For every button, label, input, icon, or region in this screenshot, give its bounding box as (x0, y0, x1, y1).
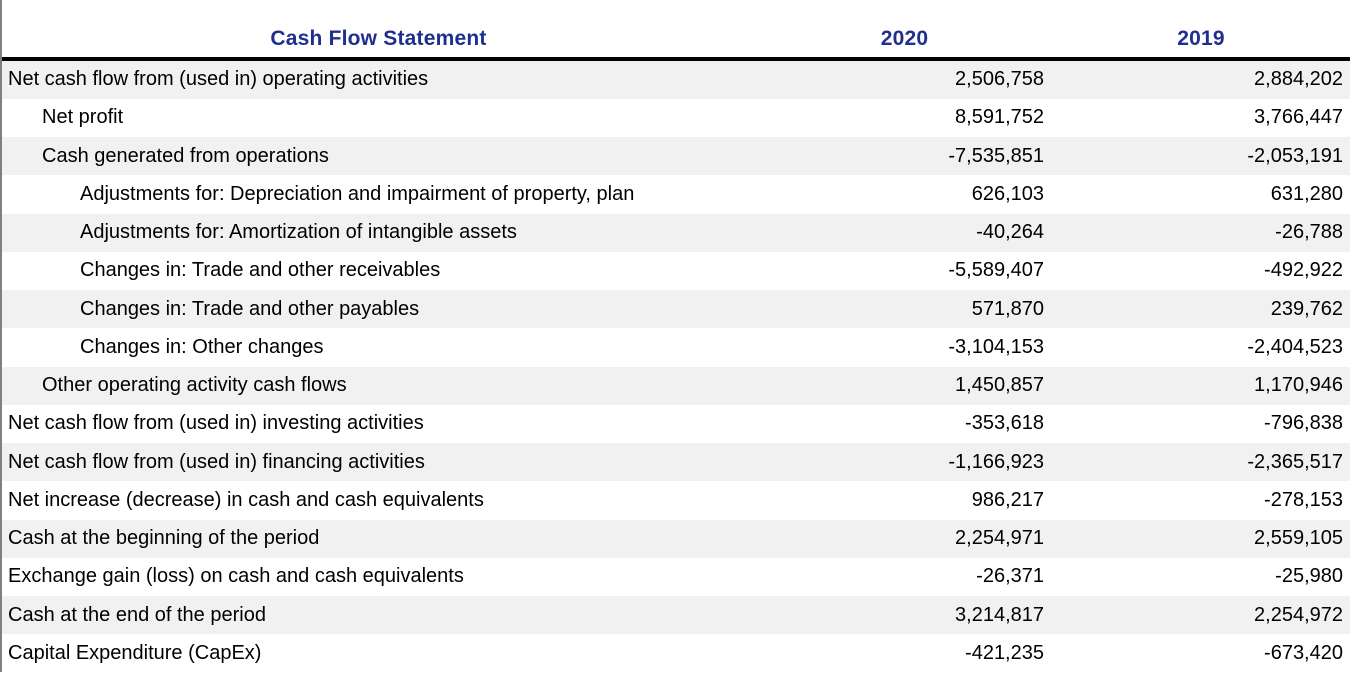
table-row: Net cash flow from (used in) investing a… (0, 405, 1350, 443)
value-2019: -492,922 (1264, 259, 1343, 282)
value-2020: -26,371 (976, 565, 1044, 588)
table-row: Adjustments for: Amortization of intangi… (0, 213, 1350, 252)
row-label: Net increase (decrease) in cash and cash… (8, 488, 484, 511)
row-label: Adjustments for: Amortization of intangi… (80, 221, 517, 244)
table-row: Cash at the end of the period 3,214,817 2,… (0, 596, 1350, 635)
value-2019: -25,980 (1275, 565, 1343, 588)
row-label: Net profit (42, 106, 124, 129)
value-2020: 1,450,857 (955, 374, 1044, 397)
column-header-2020: 2020 (880, 27, 929, 50)
value-2019: 2,559,105 (1254, 527, 1343, 550)
row-label: Changes in: Trade and other payables (80, 297, 420, 320)
value-2020: 986,217 (971, 488, 1044, 511)
left-gridline (0, 0, 2, 672)
value-2019: -26,788 (1275, 221, 1343, 244)
value-2020: -5,589,407 (948, 259, 1044, 282)
value-2020: -421,235 (965, 641, 1044, 664)
table-row: Cash generated from operations -7,535,851… (0, 137, 1350, 176)
header-divider-line (0, 57, 1350, 61)
row-label: Adjustments for: Depreciation and impair… (80, 182, 635, 205)
table-row: Changes in: Trade and other payables 571,… (0, 290, 1350, 329)
row-label: Capital Expenditure (CapEx) (8, 641, 262, 664)
table-row: Exchange gain (loss) on cash and cash eq… (0, 558, 1350, 596)
table-row: Net profit 8,591,752 3,766,447 (0, 99, 1350, 137)
table-row: Net cash flow from (used in) operating a… (0, 60, 1350, 99)
table-row: Other operating activity cash flows 1,450… (0, 366, 1350, 405)
value-2019: -2,404,523 (1247, 335, 1343, 358)
value-2019: 1,170,946 (1254, 374, 1343, 397)
value-2020: -40,264 (976, 221, 1044, 244)
table-row: Changes in: Other changes -3,104,153 -2,40… (0, 328, 1350, 366)
value-2020: -3,104,153 (948, 335, 1044, 358)
table-body: Net cash flow from (used in) operating a… (0, 60, 1350, 673)
row-label: Exchange gain (loss) on cash and cash eq… (8, 565, 464, 588)
value-2019: -2,365,517 (1247, 450, 1343, 473)
table-row: Capital Expenditure (CapEx) -421,235 -673,… (0, 634, 1350, 672)
row-label: Net cash flow from (used in) financing a… (8, 450, 425, 473)
value-2020: 2,254,971 (955, 527, 1044, 550)
row-label: Cash generated from operations (42, 144, 329, 167)
value-2019: -278,153 (1264, 488, 1343, 511)
row-label: Other operating activity cash flows (42, 374, 347, 397)
table-row: Adjustments for: Depreciation and impair… (0, 175, 1350, 213)
value-2019: -796,838 (1264, 412, 1343, 435)
value-2019: 2,884,202 (1254, 68, 1343, 91)
table-header-row: Cash Flow Statement 2020 2019 (0, 0, 1350, 57)
value-2020: -353,618 (965, 412, 1044, 435)
value-2020: 571,870 (971, 297, 1044, 320)
table-title: Cash Flow Statement (270, 27, 487, 50)
column-header-2019: 2019 (1177, 27, 1225, 50)
table-row: Net increase (decrease) in cash and cash… (0, 481, 1350, 519)
value-2019: 2,254,972 (1254, 603, 1343, 626)
value-2020: -1,166,923 (948, 450, 1044, 473)
row-label: Changes in: Other changes (80, 335, 324, 358)
row-label: Net cash flow from (used in) investing a… (8, 412, 424, 435)
value-2020: 8,591,752 (955, 106, 1044, 129)
row-label: Cash at the beginning of the period (8, 527, 320, 550)
value-2019: 239,762 (1270, 297, 1343, 320)
table-row: Cash at the beginning of the period 2,254… (0, 519, 1350, 558)
value-2020: 626,103 (971, 182, 1044, 205)
row-label: Net cash flow from (used in) operating a… (8, 68, 429, 91)
value-2019: 631,280 (1270, 182, 1343, 205)
value-2020: 3,214,817 (955, 603, 1044, 626)
table-row: Net cash flow from (used in) financing a… (0, 443, 1350, 482)
table-row: Changes in: Trade and other receivables -… (0, 252, 1350, 290)
value-2019: 3,766,447 (1254, 106, 1343, 129)
row-label: Changes in: Trade and other receivables (80, 259, 441, 282)
value-2020: -7,535,851 (948, 144, 1044, 167)
value-2020: 2,506,758 (955, 68, 1044, 91)
row-label: Cash at the end of the period (8, 603, 266, 626)
value-2019: -2,053,191 (1247, 144, 1343, 167)
value-2019: -673,420 (1264, 641, 1343, 664)
